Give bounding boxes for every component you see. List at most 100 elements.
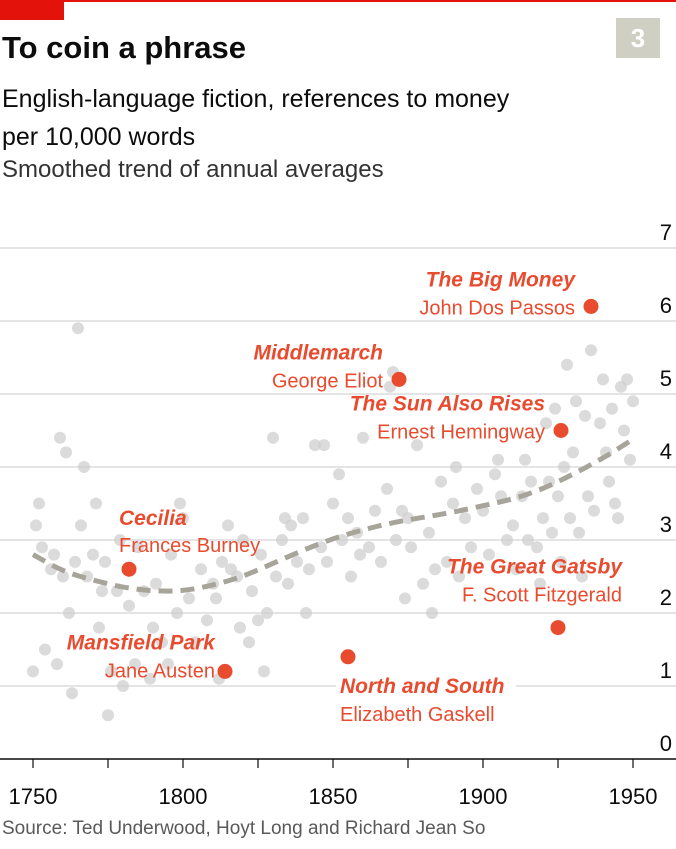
scatter-point: [621, 373, 633, 386]
y-tick-label: 4: [660, 439, 672, 464]
scatter-point: [507, 519, 519, 532]
scatter-point: [300, 607, 312, 619]
scatter-point: [510, 563, 522, 576]
book-title-label: Middlemarch: [253, 341, 383, 364]
chart-number-badge: 3: [616, 18, 660, 58]
scatter-point: [483, 548, 495, 561]
scatter-point: [501, 534, 513, 546]
scatter-point: [102, 709, 114, 722]
scatter-point: [624, 453, 636, 466]
scatter-point: [318, 439, 330, 452]
scatter-point: [291, 555, 303, 568]
scatter-point: [534, 577, 546, 590]
scatter-point: [429, 563, 441, 576]
author-label: Ernest Hemingway: [377, 422, 545, 444]
scatter-point: [105, 665, 117, 678]
scatter-point: [465, 541, 477, 554]
scatter-point: [459, 512, 471, 525]
source-note: Source: Ted Underwood, Hoyt Long and Ric…: [2, 818, 486, 839]
y-tick-label: 7: [660, 220, 672, 245]
book-title-label: The Great Gatsby: [447, 556, 623, 579]
scatter-point: [321, 555, 333, 568]
x-tick-label: 1750: [9, 784, 58, 809]
scatter-point: [303, 563, 315, 576]
scatter-point: [576, 570, 588, 583]
scatter-point: [114, 534, 126, 546]
highlight-point: [340, 649, 356, 665]
scatter-point: [597, 373, 609, 386]
scatter-point: [246, 585, 258, 598]
scatter-point: [174, 497, 186, 510]
scatter-point: [147, 621, 159, 634]
scatter-point: [30, 519, 42, 532]
scatter-point: [333, 468, 345, 481]
scatter-point: [78, 461, 90, 473]
chart-subtitle: English-language fiction, references to …: [2, 85, 510, 151]
scatter-point: [117, 680, 129, 692]
scatter-point: [99, 555, 111, 568]
scatter-point: [276, 534, 288, 546]
highlight-point: [217, 663, 233, 679]
scatter-point: [531, 541, 543, 554]
highlight-point: [583, 298, 599, 314]
scatter-point: [549, 402, 561, 415]
scatter-point: [48, 548, 60, 561]
scatter-point: [258, 665, 270, 678]
scatter-point: [222, 519, 234, 532]
scatter-point: [390, 534, 402, 546]
scatter-point: [558, 461, 570, 473]
author-label: George Eliot: [272, 370, 384, 392]
book-title-label: Mansfield Park: [67, 631, 217, 654]
scatter-point: [270, 570, 282, 583]
author-label: Elizabeth Gaskell: [340, 704, 495, 726]
scatter-point: [561, 358, 573, 371]
scatter-point: [540, 417, 552, 430]
scatter-point: [588, 504, 600, 517]
scatter-point: [327, 497, 339, 510]
scatter-point: [489, 468, 501, 481]
scatter-point: [606, 402, 618, 415]
scatter-point: [90, 497, 102, 510]
scatter-point: [144, 672, 156, 685]
scatter-point: [402, 512, 414, 525]
scatter-point: [297, 512, 309, 525]
scatter-point: [210, 592, 222, 605]
scatter-point: [195, 563, 207, 576]
scatter-point: [525, 475, 537, 488]
scatter-point: [411, 439, 423, 452]
highlight-point: [550, 620, 566, 636]
scatter-point: [450, 461, 462, 473]
scatter-point: [522, 534, 534, 546]
scatter-point: [399, 592, 411, 605]
scatter-point: [96, 585, 108, 598]
book-title-label: Cecilia: [119, 507, 187, 530]
scatter-point: [582, 490, 594, 503]
scatter-point: [546, 526, 558, 539]
scatter-point: [603, 475, 615, 488]
scatter-point: [369, 504, 381, 517]
scatter-point: [234, 621, 246, 634]
y-tick-label: 1: [660, 658, 672, 683]
scatter-point: [33, 497, 45, 510]
scatter-point: [345, 570, 357, 583]
author-label: Frances Burney: [119, 535, 260, 557]
scatter-point: [93, 621, 105, 634]
highlight-point: [553, 423, 569, 438]
scatter-point: [492, 453, 504, 466]
scatter-point: [69, 555, 81, 568]
scatter-point: [423, 526, 435, 539]
scatter-point: [585, 344, 597, 357]
scatter-point: [255, 548, 267, 561]
label-backdrop: [336, 668, 516, 729]
chart-title: To coin a phrase: [2, 30, 247, 65]
scatter-point: [555, 555, 567, 568]
scatter-point: [426, 607, 438, 619]
scatter-point: [519, 453, 531, 466]
x-tick-label: 1850: [309, 784, 358, 809]
y-tick-label: 2: [660, 585, 672, 610]
scatter-point: [282, 577, 294, 590]
scatter-point: [375, 555, 387, 568]
scatter-point: [405, 541, 417, 554]
scatter-point: [237, 534, 249, 546]
book-title-label: North and South: [340, 675, 504, 698]
